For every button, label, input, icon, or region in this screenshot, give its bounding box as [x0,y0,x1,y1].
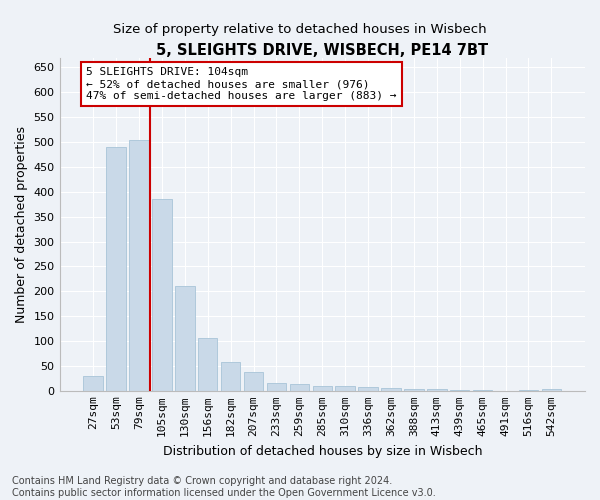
Bar [129,140,149,391]
Bar [244,372,263,391]
Bar [175,286,194,391]
Text: 5 SLEIGHTS DRIVE: 104sqm
← 52% of detached houses are smaller (976)
47% of semi-: 5 SLEIGHTS DRIVE: 104sqm ← 52% of detach… [86,68,397,100]
Bar [267,383,286,391]
Bar [198,338,217,391]
Title: 5, SLEIGHTS DRIVE, WISBECH, PE14 7BT: 5, SLEIGHTS DRIVE, WISBECH, PE14 7BT [156,42,488,58]
Bar [83,376,103,391]
Bar [290,384,309,391]
Bar [404,389,424,391]
Bar [358,387,378,391]
X-axis label: Distribution of detached houses by size in Wisbech: Distribution of detached houses by size … [163,444,482,458]
Bar [427,389,446,391]
Text: Size of property relative to detached houses in Wisbech: Size of property relative to detached ho… [113,22,487,36]
Bar [335,386,355,391]
Bar [221,362,241,391]
Bar [313,386,332,391]
Bar [542,390,561,391]
Bar [519,390,538,391]
Bar [381,388,401,391]
Text: Contains HM Land Registry data © Crown copyright and database right 2024.
Contai: Contains HM Land Registry data © Crown c… [12,476,436,498]
Y-axis label: Number of detached properties: Number of detached properties [15,126,28,322]
Bar [152,200,172,391]
Bar [106,147,126,391]
